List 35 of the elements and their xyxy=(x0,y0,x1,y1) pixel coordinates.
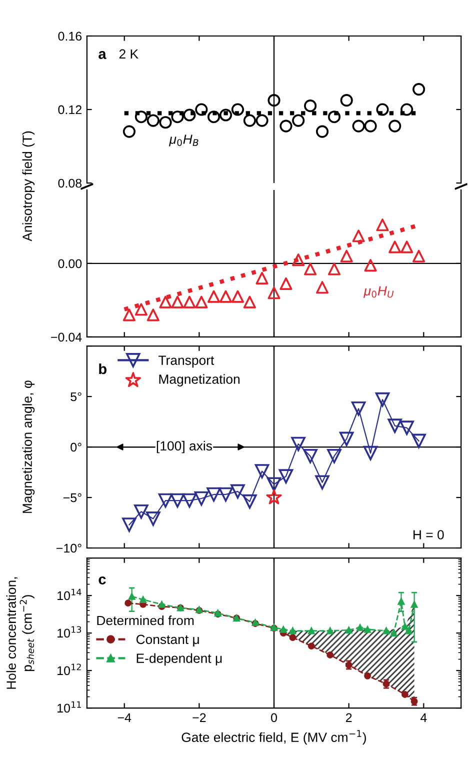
y-tick-label: 10$^{13}$ xyxy=(58,626,82,638)
y-tick-label: 10$^{14}$ xyxy=(58,588,82,600)
annotation: H = 0 xyxy=(414,530,444,540)
x-tick-label: 0 xyxy=(271,713,277,722)
y-tick-label: −0.04 xyxy=(51,332,82,342)
legend-label: Magnetization xyxy=(159,374,240,386)
x-tick-label: −4 xyxy=(118,713,132,722)
y-tick-label: 10$^{11}$ xyxy=(58,701,81,713)
y-tick-label: −10° xyxy=(56,544,82,553)
y-tick-label: 0.16 xyxy=(58,32,82,41)
annotation: 2 K xyxy=(119,49,138,59)
y-axis-title: Magnetization angle, φ xyxy=(22,380,35,513)
annotation: μ$_{0}$H$_{U}$ xyxy=(364,286,394,298)
y-tick-label: 0.00 xyxy=(58,259,82,268)
annotation: c xyxy=(98,576,106,584)
annotation: [100] axis xyxy=(156,440,212,454)
x-tick-label: 4 xyxy=(420,713,427,722)
annotation: μ$_{0}$H$_{B}$ xyxy=(168,134,198,146)
y-tick-label: 0.12 xyxy=(58,105,82,114)
y-tick-label: −5° xyxy=(63,493,82,502)
x-tick-label: 2 xyxy=(346,713,352,722)
y-tick-label: 0.08 xyxy=(58,178,82,188)
x-tick-label: −2 xyxy=(192,713,206,722)
x-axis-title: Gate electric field, E (MV cm$^{−1}$) xyxy=(182,730,366,745)
legend-label: Transport xyxy=(158,356,214,368)
y-tick-label: 5° xyxy=(70,392,82,402)
y-tick-label: 0° xyxy=(70,442,82,452)
y-axis-title: Anisotropy field (T) xyxy=(22,131,35,242)
y-axis-title: Hole concentration, p$_{sheet}$ (cm$^{−2}$) xyxy=(6,577,34,689)
legend-label: Constant μ xyxy=(136,634,199,646)
legend-title: Determined from xyxy=(97,615,194,626)
y-tick-label: 10$^{12}$ xyxy=(58,664,81,676)
annotation: b xyxy=(99,363,106,374)
annotation: a xyxy=(98,51,106,60)
legend-label: E-dependent μ xyxy=(136,653,222,666)
